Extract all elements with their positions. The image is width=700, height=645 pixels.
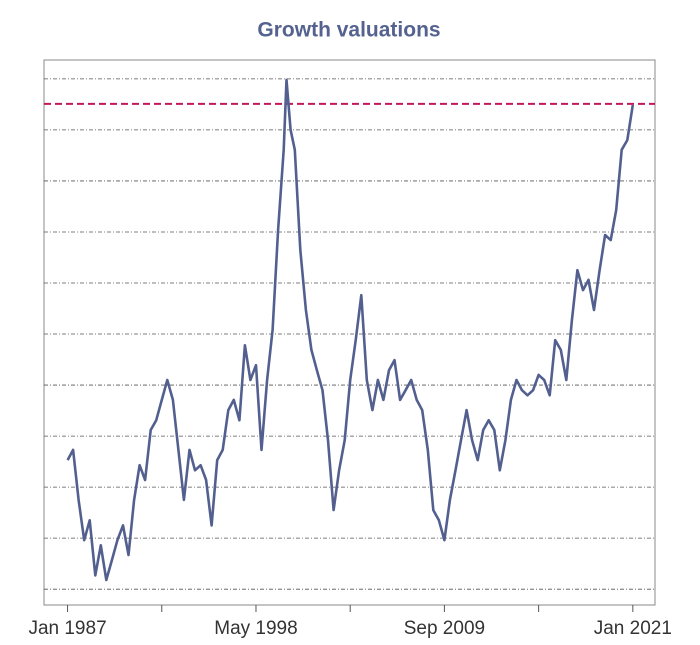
x-tick-label: May 1998 — [214, 618, 297, 639]
x-tick-label: Sep 2009 — [404, 618, 485, 639]
series-line — [66, 78, 635, 582]
x-tick-label: Jan 2021 — [594, 618, 672, 639]
x-tick-label: Jan 1987 — [28, 618, 106, 639]
plot-frame — [43, 59, 656, 606]
chart-title: Growth valuations — [257, 19, 440, 42]
